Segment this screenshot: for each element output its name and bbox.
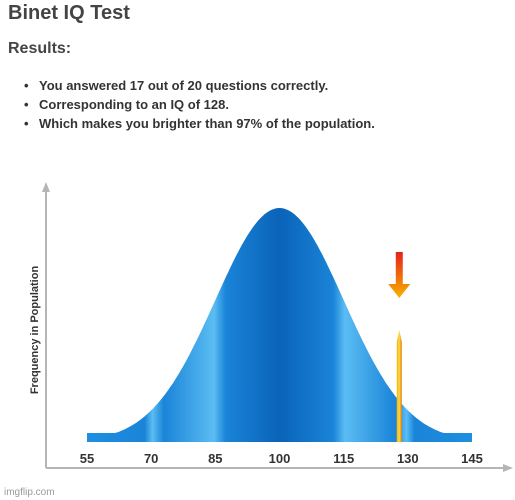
- x-tick-labels: 55 70 85 100 115 130 145: [80, 451, 483, 466]
- chart-svg: 55 70 85 100 115 130 145 Frequency in Populati…: [29, 182, 513, 472]
- result-item: • Which makes you brighter than 97% of th…: [24, 114, 375, 133]
- y-axis-arrowhead: [42, 182, 50, 192]
- y-axis-label: Frequency in Population: [29, 266, 41, 395]
- bullet-icon: •: [24, 78, 29, 93]
- watermark: imgflip.com: [4, 487, 55, 498]
- bullet-icon: •: [24, 116, 29, 131]
- iq-distribution-chart: 55 70 85 100 115 130 145 Frequency in Populati…: [0, 180, 515, 500]
- result-item: • Corresponding to an IQ of 128.: [24, 95, 375, 114]
- x-tick-label: 55: [80, 451, 94, 466]
- x-tick-label: 130: [397, 451, 419, 466]
- results-list: • You answered 17 out of 20 questions cor…: [24, 76, 375, 133]
- x-axis-arrowhead: [503, 464, 513, 472]
- result-text: Which makes you brighter than 97% of the…: [39, 116, 375, 131]
- x-tick-label: 115: [333, 451, 354, 466]
- bullet-icon: •: [24, 97, 29, 112]
- x-tick-label: 70: [144, 451, 158, 466]
- result-item: • You answered 17 out of 20 questions cor…: [24, 76, 375, 95]
- result-text: You answered 17 out of 20 questions corr…: [39, 78, 329, 93]
- marker-line: [396, 330, 402, 442]
- down-arrow-icon: [388, 252, 411, 298]
- page-title: Binet IQ Test: [8, 2, 130, 24]
- x-tick-label: 85: [208, 451, 222, 466]
- x-tick-label: 145: [461, 451, 483, 466]
- chart-axes: [42, 182, 513, 472]
- normal-distribution-curve: [87, 208, 472, 442]
- results-heading: Results:: [8, 40, 72, 57]
- x-tick-label: 100: [269, 451, 291, 466]
- result-text: Corresponding to an IQ of 128.: [39, 97, 229, 112]
- iq-marker: [388, 252, 411, 442]
